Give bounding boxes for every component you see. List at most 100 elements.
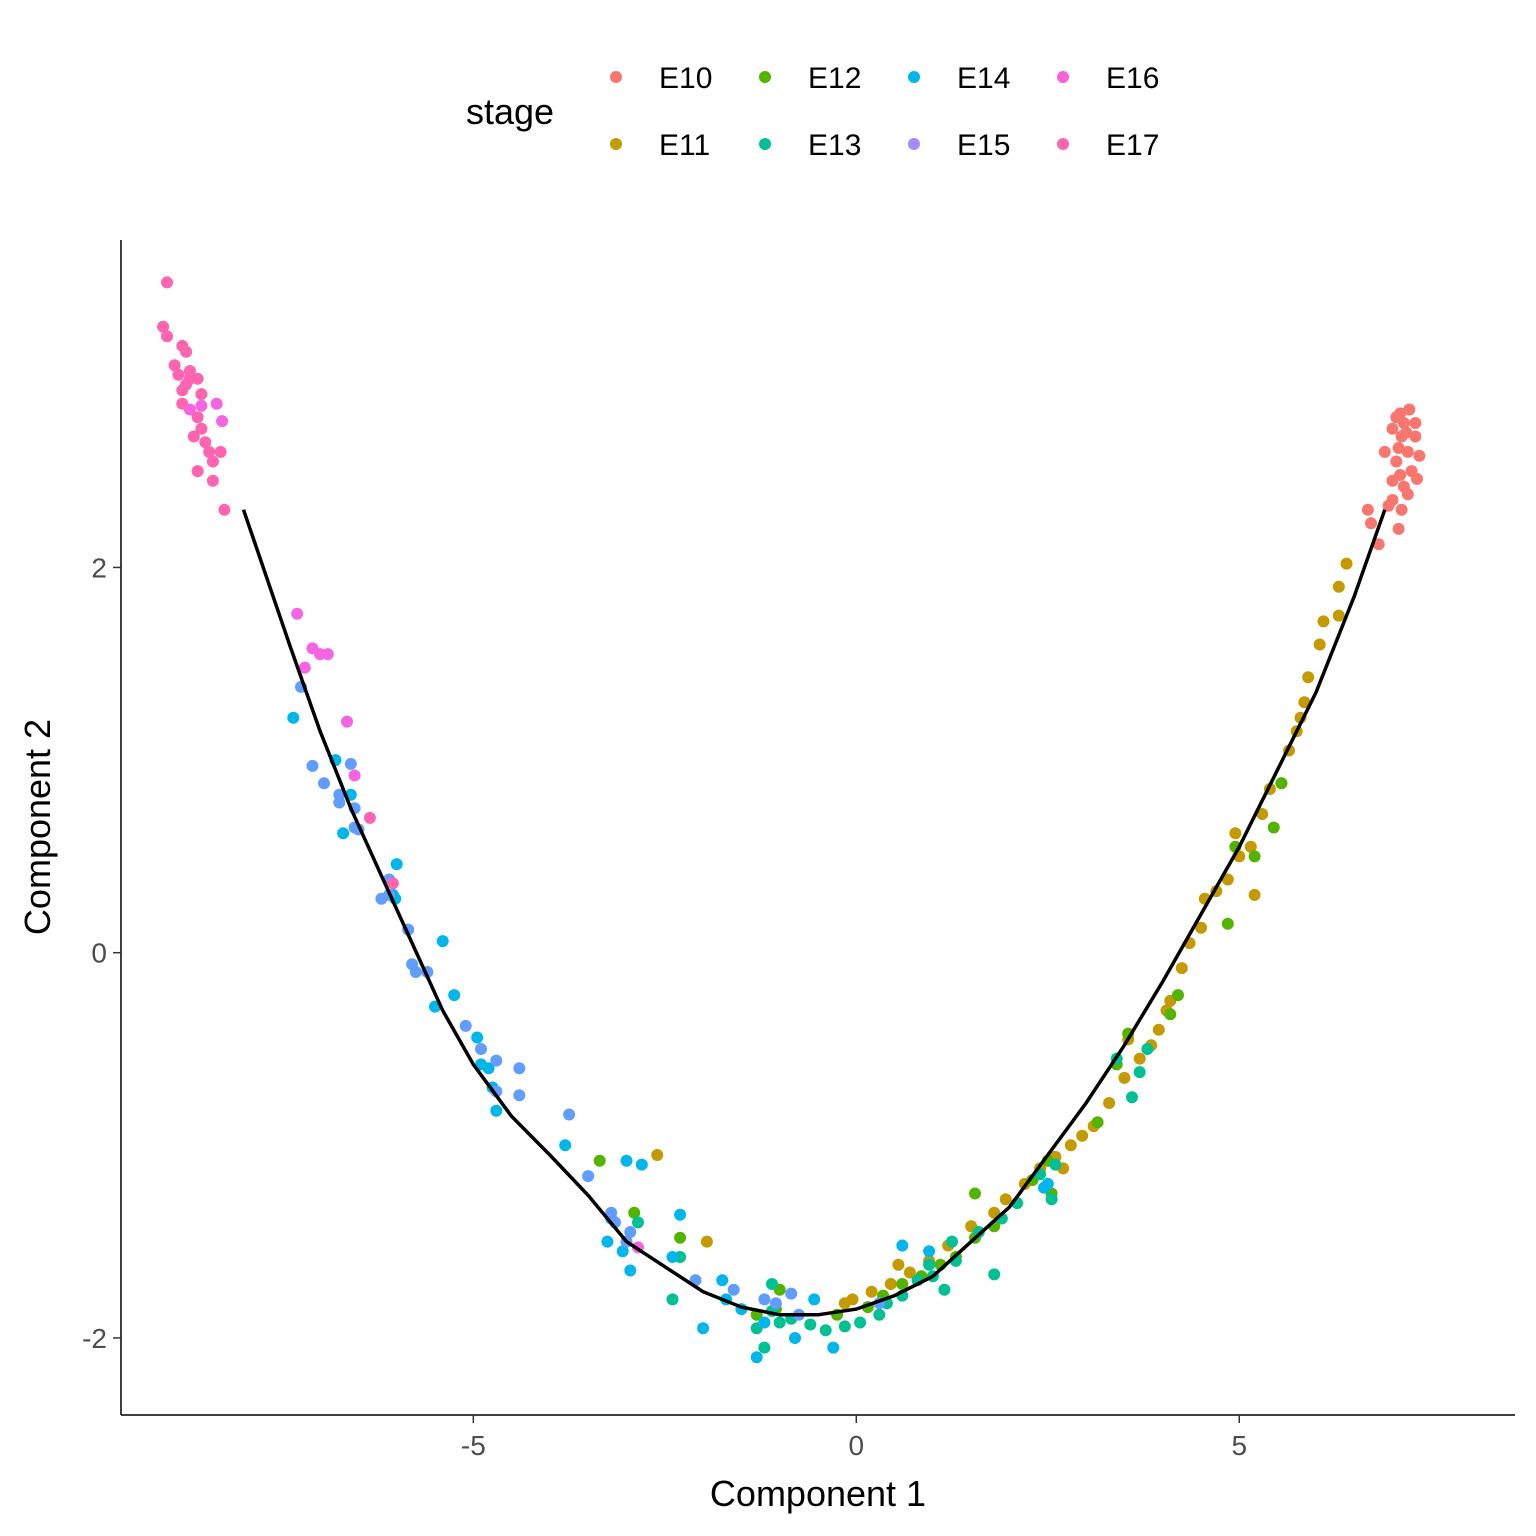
data-point-e15 [582, 1170, 595, 1183]
data-point-e10 [1386, 474, 1399, 487]
data-point-e15 [475, 1043, 487, 1055]
data-point-e16 [291, 607, 304, 620]
data-point-e15 [727, 1283, 740, 1296]
data-point-e14 [620, 1154, 633, 1167]
data-point-e11 [1064, 1139, 1077, 1152]
data-point-e17 [195, 388, 208, 401]
data-point-e13 [1141, 1043, 1154, 1055]
data-point-e17 [203, 445, 216, 458]
x-axis-title: Component 1 [710, 1473, 926, 1514]
data-point-e12 [1221, 917, 1234, 930]
data-point-e10 [1361, 503, 1374, 516]
data-point-e11 [1298, 696, 1311, 709]
data-point-e10 [1392, 442, 1405, 454]
data-point-e15 [344, 757, 357, 770]
data-point-e13 [632, 1216, 644, 1229]
data-point-e15 [513, 1089, 526, 1102]
data-point-e14 [808, 1293, 821, 1306]
data-point-e10 [1403, 403, 1416, 416]
data-point-e13 [972, 1226, 985, 1238]
plot-area [157, 276, 1426, 1364]
data-point-e17 [218, 503, 231, 516]
data-point-e11 [1302, 671, 1315, 684]
legend-key-e15 [908, 138, 920, 150]
data-point-e16 [210, 397, 223, 410]
data-point-e14 [337, 827, 350, 840]
data-point-e11 [1076, 1129, 1089, 1142]
data-point-e13 [819, 1324, 832, 1337]
data-point-e13 [1126, 1091, 1138, 1104]
data-point-e17 [183, 365, 196, 377]
data-point-e11 [1118, 1071, 1131, 1084]
data-point-e11 [1244, 840, 1257, 853]
legend-label-e12: E12 [808, 62, 861, 95]
data-point-e17 [176, 397, 189, 410]
data-point-e11 [1195, 921, 1207, 934]
trajectory-line [241, 509, 1387, 1317]
data-point-e14 [601, 1235, 614, 1248]
data-point-e13 [1045, 1193, 1058, 1206]
legend-label-e10: E10 [659, 62, 712, 95]
data-point-e13 [946, 1235, 958, 1248]
data-point-e12 [1091, 1116, 1104, 1129]
data-point-e11 [1133, 1052, 1146, 1065]
points-layer [157, 276, 1426, 1364]
data-point-e10 [1378, 445, 1391, 458]
data-point-e11 [865, 1285, 878, 1298]
data-point-e13 [854, 1316, 867, 1329]
y-tick-label: 2 [91, 552, 107, 583]
data-point-e13 [923, 1258, 936, 1271]
data-point-e10 [1394, 407, 1407, 420]
legend-title: stage [466, 91, 554, 132]
data-point-e15 [605, 1206, 618, 1219]
data-point-e14 [490, 1104, 503, 1117]
data-point-e17 [172, 368, 185, 381]
data-point-e14 [287, 711, 300, 724]
data-point-e17 [195, 422, 208, 435]
data-point-e11 [700, 1235, 713, 1248]
data-point-e14 [390, 858, 403, 871]
data-point-e11 [1248, 888, 1261, 901]
legend-label-e17: E17 [1106, 129, 1159, 162]
data-point-e10 [1392, 522, 1405, 535]
data-point-e17 [191, 465, 204, 478]
data-point-e17 [363, 811, 376, 824]
data-point-e14 [827, 1341, 840, 1354]
data-point-e17 [214, 445, 227, 458]
data-point-e12 [896, 1278, 909, 1290]
data-point-e11 [1256, 808, 1269, 820]
data-point-e10 [1365, 517, 1377, 530]
legend-key-e12 [759, 71, 771, 83]
data-point-e17 [206, 474, 219, 487]
data-point-e16 [348, 769, 361, 782]
data-point-e12 [1267, 821, 1280, 834]
data-point-e12 [1172, 989, 1184, 1002]
data-point-e15 [306, 759, 319, 772]
data-point-e17 [191, 372, 204, 385]
data-point-e15 [769, 1297, 782, 1310]
data-point-e17 [168, 359, 181, 372]
data-point-e16 [298, 661, 311, 674]
data-point-e11 [903, 1266, 916, 1279]
data-point-e10 [1382, 499, 1395, 512]
data-point-e17 [161, 330, 173, 343]
data-point-e15 [785, 1287, 798, 1300]
data-point-e15 [563, 1108, 576, 1121]
data-point-e14 [666, 1251, 679, 1263]
data-point-e15 [513, 1062, 526, 1075]
data-point-e12 [593, 1154, 606, 1167]
data-point-e14 [448, 989, 461, 1002]
data-point-e14 [559, 1139, 572, 1152]
data-point-e15 [333, 796, 346, 809]
legend-key-e16 [1057, 71, 1069, 83]
data-point-e11 [1221, 873, 1234, 886]
legend: stage E10 E11 E12 E13 E14 E15 E16 E17 [466, 62, 1159, 162]
data-point-e16 [321, 648, 334, 661]
data-point-e13 [1133, 1066, 1146, 1079]
data-point-e17 [199, 436, 212, 449]
data-point-e10 [1397, 417, 1410, 429]
data-point-e14 [436, 935, 449, 948]
data-point-e17 [176, 384, 189, 397]
data-point-e10 [1409, 430, 1422, 443]
data-point-e14 [789, 1332, 801, 1344]
